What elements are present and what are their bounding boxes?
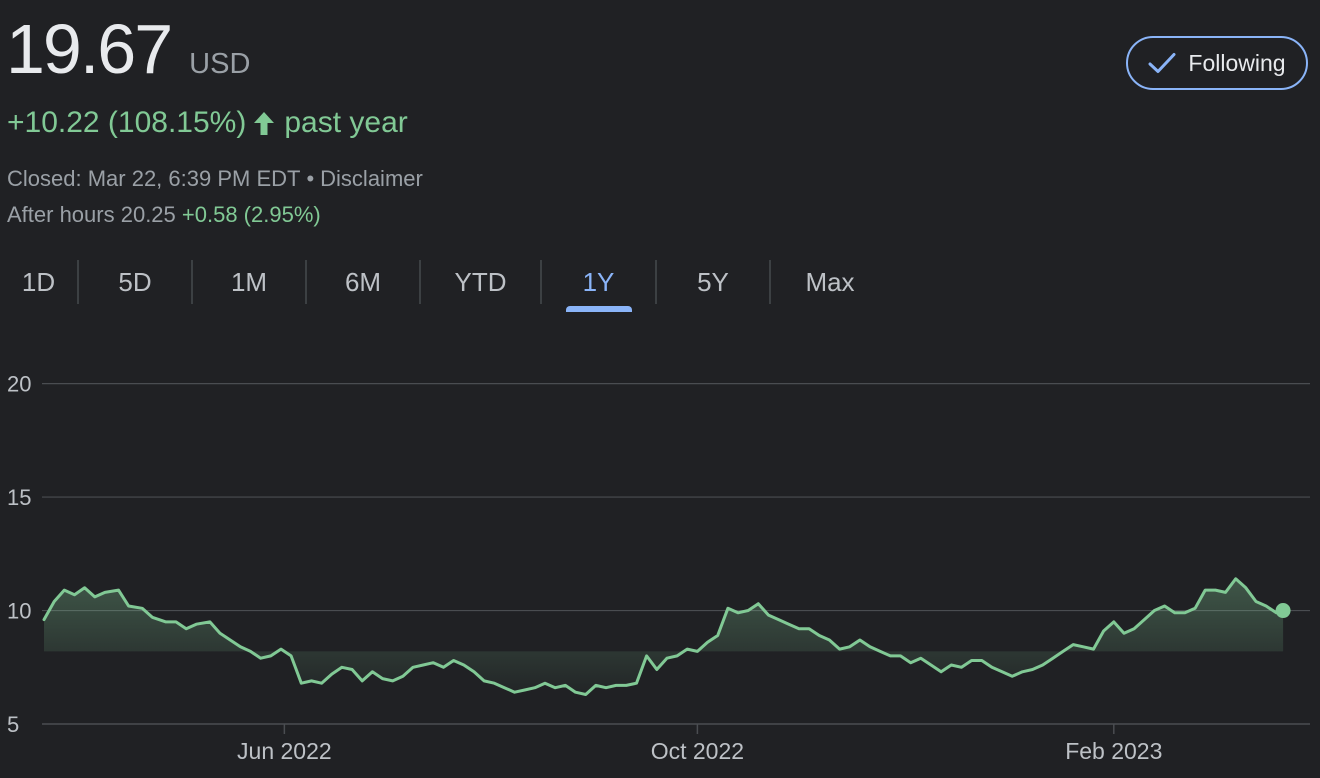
tab-divider — [191, 260, 193, 304]
change-period: past year — [284, 106, 408, 139]
after-hours-row: After hours 20.25 +0.58 (2.95%) — [7, 202, 321, 228]
tab-divider — [77, 260, 79, 304]
tab-1y[interactable]: 1Y — [542, 258, 655, 306]
closed-text: Closed: Mar 22, 6:39 PM EDT — [7, 166, 301, 191]
market-status: Closed: Mar 22, 6:39 PM EDT • Disclaimer — [7, 166, 423, 192]
x-tick-label: Feb 2023 — [1065, 738, 1162, 764]
tab-5d[interactable]: 5D — [118, 266, 152, 297]
tab-5y[interactable]: 5Y — [697, 266, 729, 297]
tab-ytd[interactable]: YTD — [454, 266, 507, 297]
tab-6m[interactable]: 6M — [344, 266, 382, 297]
y-tick-label: 5 — [7, 712, 19, 737]
tab-1m[interactable]: 1M — [230, 266, 268, 297]
x-tick-label: Oct 2022 — [651, 738, 744, 764]
arrow-up-icon — [254, 112, 275, 135]
price-change: +10.22 (108.15%) — [7, 106, 247, 139]
tab-divider — [419, 260, 421, 304]
y-tick-label: 10 — [7, 599, 31, 624]
x-tick-label: Jun 2022 — [237, 738, 332, 764]
range-tabs: 1D 5D 1M 6M YTD 1Y 5Y Max — [0, 258, 889, 314]
y-tick-label: 20 — [7, 372, 31, 397]
separator-dot: • — [306, 166, 315, 191]
following-label: Following — [1188, 49, 1286, 76]
after-hours-label: After hours 20.25 — [7, 202, 176, 227]
current-price: 19.67 — [6, 10, 173, 88]
area-fill — [44, 578, 1284, 695]
tab-divider — [305, 260, 307, 304]
following-button[interactable]: Following — [1126, 36, 1308, 90]
last-price-point — [1275, 603, 1291, 619]
area-fill-path — [44, 578, 1284, 695]
axis-ticks: 20 15 10 5 Jun 2022 Oct 2022 Feb 2023 — [7, 372, 1162, 764]
tab-divider — [769, 260, 771, 304]
check-icon — [1148, 53, 1176, 73]
price-series-line — [42, 577, 1285, 696]
price-row: 19.67 USD — [6, 14, 250, 84]
currency-label: USD — [189, 48, 251, 80]
after-hours-change: +0.58 (2.95%) — [181, 202, 321, 227]
tab-divider — [540, 260, 542, 304]
gridlines — [42, 383, 1310, 725]
disclaimer-link[interactable]: Disclaimer — [320, 166, 423, 191]
tab-divider — [655, 260, 657, 304]
tab-1d[interactable]: 1D — [21, 266, 56, 297]
tab-max[interactable]: Max — [805, 266, 855, 297]
price-chart[interactable]: 20 15 10 5 Jun 2022 Oct 2022 Feb 2023 — [0, 330, 1320, 778]
change-row: +10.22 (108.15%) past year — [7, 106, 408, 140]
series-line-group — [42, 577, 1291, 696]
y-tick-label: 15 — [7, 485, 31, 510]
